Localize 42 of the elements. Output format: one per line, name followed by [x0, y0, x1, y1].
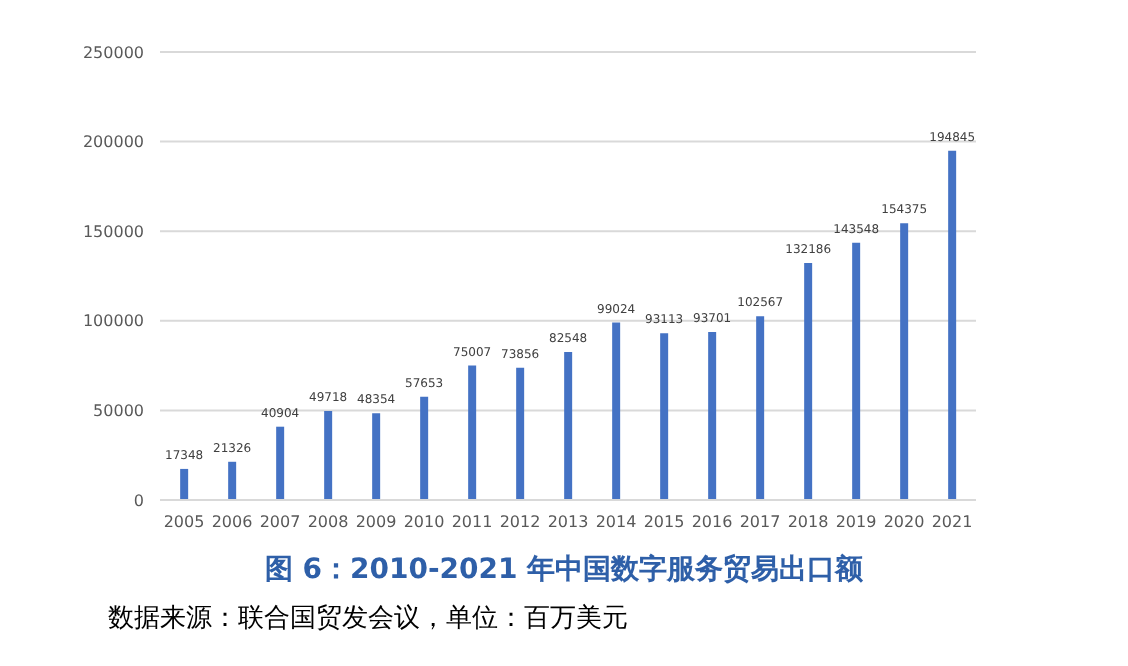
bar	[756, 316, 765, 500]
x-tick-label: 2013	[547, 513, 589, 532]
x-tick-label: 2019	[835, 513, 877, 532]
y-tick-label: 0	[133, 491, 144, 510]
y-tick-label: 150000	[82, 222, 144, 241]
bar	[948, 150, 957, 500]
x-tick-label: 2015	[643, 513, 685, 532]
bar	[516, 367, 525, 500]
bar	[324, 410, 333, 500]
x-tick-label: 2008	[307, 513, 349, 532]
bar	[804, 263, 813, 500]
x-tick-label: 2012	[499, 513, 541, 532]
x-tick-label: 2017	[739, 513, 781, 532]
x-tick-label: 2009	[355, 513, 397, 532]
x-tick-label: 2020	[883, 513, 925, 532]
bar	[660, 333, 669, 500]
bar	[228, 461, 237, 500]
x-tick-label: 2007	[259, 513, 301, 532]
x-tick-label: 2011	[451, 513, 493, 532]
bar	[564, 352, 573, 500]
x-tick-label: 2014	[595, 513, 637, 532]
x-tick-label: 2018	[787, 513, 829, 532]
bar	[420, 396, 429, 500]
y-tick-label: 50000	[93, 402, 144, 421]
bar	[276, 426, 285, 500]
y-tick-label: 100000	[82, 312, 144, 331]
bar	[852, 242, 861, 500]
bar	[900, 223, 909, 500]
bar	[180, 468, 189, 500]
x-tick-label: 2006	[211, 513, 253, 532]
y-tick-label: 200000	[82, 133, 144, 152]
x-tick-label: 2010	[403, 513, 445, 532]
x-tick-label: 2016	[691, 513, 733, 532]
bar	[372, 413, 381, 500]
text: 图 6：2010-2021 年中国数字服务贸易出口额	[262, 552, 866, 588]
y-tick-label: 250000	[82, 43, 144, 62]
x-tick-label: 2021	[931, 513, 973, 532]
source-note: 数据来源：联合国贸发会议，单位：百万美元	[108, 602, 630, 636]
bar	[468, 365, 477, 500]
bar	[708, 332, 717, 500]
x-tick-label: 2005	[163, 513, 205, 532]
bar	[612, 322, 621, 500]
